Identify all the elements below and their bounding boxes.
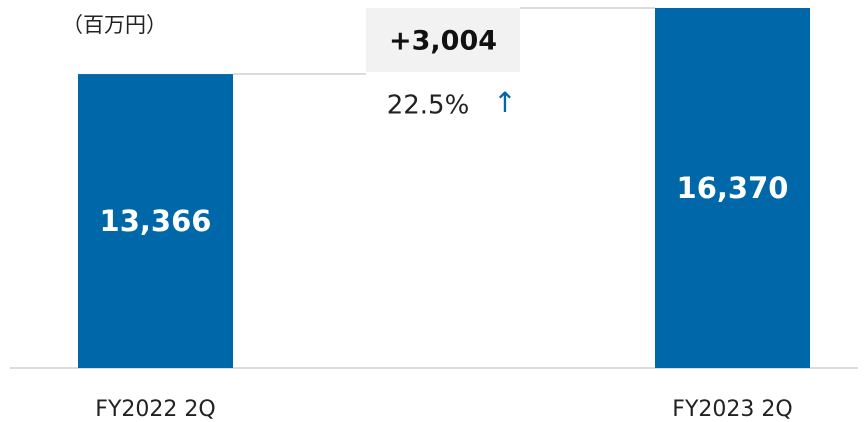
difference-box (366, 8, 520, 72)
percent-label: 22.5% (387, 91, 470, 121)
x-tick-label: FY2022 2Q (95, 397, 215, 422)
x-tick-label: FY2023 2Q (672, 397, 792, 422)
value-label: 13,366 (100, 204, 212, 238)
unit-label: （百万円） (62, 13, 167, 37)
bar (78, 74, 233, 368)
value-label: 16,370 (677, 171, 789, 205)
difference-label: +3,004 (389, 26, 497, 57)
bar (655, 8, 810, 368)
up-arrow: ↑ (493, 86, 516, 119)
